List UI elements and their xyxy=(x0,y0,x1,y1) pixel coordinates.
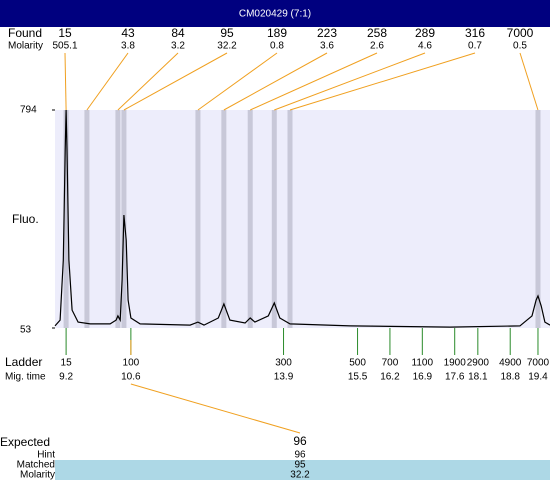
trace xyxy=(54,109,550,328)
hint-value: 96 xyxy=(294,450,306,461)
expected-connector xyxy=(130,383,301,434)
found-size: 189 xyxy=(267,26,287,40)
found-size: 316 xyxy=(465,26,485,40)
ladder-size: 300 xyxy=(275,358,292,369)
ladder-size: 500 xyxy=(349,358,366,369)
ladder-size: 7000 xyxy=(527,358,550,369)
y-axis-label: Fluo. xyxy=(12,212,39,226)
found-size: 7000 xyxy=(507,26,534,40)
ladder-time: 18.1 xyxy=(468,372,488,383)
molarity-label: Molarity xyxy=(8,41,43,52)
ladder-size: 1100 xyxy=(412,358,434,369)
ladder-time: 9.2 xyxy=(59,372,73,383)
y-tick-label: 794 xyxy=(20,105,37,116)
ladder-time: 13.9 xyxy=(274,372,294,383)
found-molarity: 0.8 xyxy=(270,41,284,52)
ladder-time: 16.9 xyxy=(413,372,433,383)
found-label: Found xyxy=(8,26,42,40)
peak-band xyxy=(84,110,90,328)
found-molarity: 505.1 xyxy=(52,41,77,52)
mig-time-label: Mig. time xyxy=(5,372,46,383)
expected-label: Expected xyxy=(0,435,50,449)
peak-connector xyxy=(197,52,278,111)
peak-connector xyxy=(223,52,328,111)
found-size: 95 xyxy=(220,26,234,40)
peak-band xyxy=(221,110,227,328)
plot-area xyxy=(55,110,550,328)
peak-band xyxy=(535,110,541,328)
title-bar xyxy=(0,0,550,27)
peak-connector xyxy=(86,52,129,111)
found-size: 289 xyxy=(415,26,435,40)
ladder-time: 19.4 xyxy=(528,372,548,383)
title: CM020429 (7:1) xyxy=(239,9,311,20)
expected-value: 96 xyxy=(293,434,307,448)
ladder-size: 1900 xyxy=(444,358,467,369)
ladder-size: 4900 xyxy=(499,358,522,369)
found-size: 43 xyxy=(121,26,135,40)
matched-value: 95 xyxy=(294,460,306,471)
peak-connector xyxy=(250,52,378,111)
ladder-size: 100 xyxy=(123,358,140,369)
peak-connector xyxy=(289,52,476,111)
ladder-time: 16.2 xyxy=(380,372,400,383)
found-molarity: 2.6 xyxy=(370,41,384,52)
found-molarity: 3.2 xyxy=(171,41,185,52)
found-size: 223 xyxy=(317,26,337,40)
peak-band xyxy=(247,110,253,328)
ladder-size: 700 xyxy=(382,358,399,369)
found-molarity: 3.8 xyxy=(121,41,135,52)
found-size: 84 xyxy=(171,26,185,40)
found-size: 15 xyxy=(58,26,72,40)
peak-connector xyxy=(64,52,67,111)
found-molarity: 4.6 xyxy=(418,41,432,52)
found-molarity: 32.2 xyxy=(217,41,237,52)
expected-molarity-value: 32.2 xyxy=(290,470,310,480)
peak-band xyxy=(115,110,121,328)
ladder-time: 15.5 xyxy=(348,372,368,383)
peak-connector xyxy=(123,52,228,111)
ladder-size: 2900 xyxy=(467,358,490,369)
peak-band xyxy=(63,110,69,328)
expected-molarity-label: Molarity xyxy=(20,470,55,480)
peak-connector xyxy=(117,52,179,111)
found-molarity: 0.5 xyxy=(513,41,527,52)
found-molarity: 3.6 xyxy=(320,41,334,52)
ladder-time: 17.6 xyxy=(445,372,465,383)
peak-connector xyxy=(274,52,426,111)
ladder-time: 10.6 xyxy=(121,372,141,383)
matched-band xyxy=(55,460,550,480)
found-size: 258 xyxy=(367,26,387,40)
found-molarity: 0.7 xyxy=(468,41,482,52)
hint-label: Hint xyxy=(37,450,55,461)
matched-label: Matched xyxy=(17,460,55,471)
peak-band xyxy=(195,110,201,328)
y-tick-label: 53 xyxy=(20,325,32,336)
ladder-time: 18.8 xyxy=(500,372,520,383)
peak-band xyxy=(287,110,293,328)
ladder-size: 15 xyxy=(61,358,73,369)
peak-connector xyxy=(519,52,539,111)
peak-band xyxy=(271,110,277,328)
ladder-label: Ladder xyxy=(5,355,42,369)
